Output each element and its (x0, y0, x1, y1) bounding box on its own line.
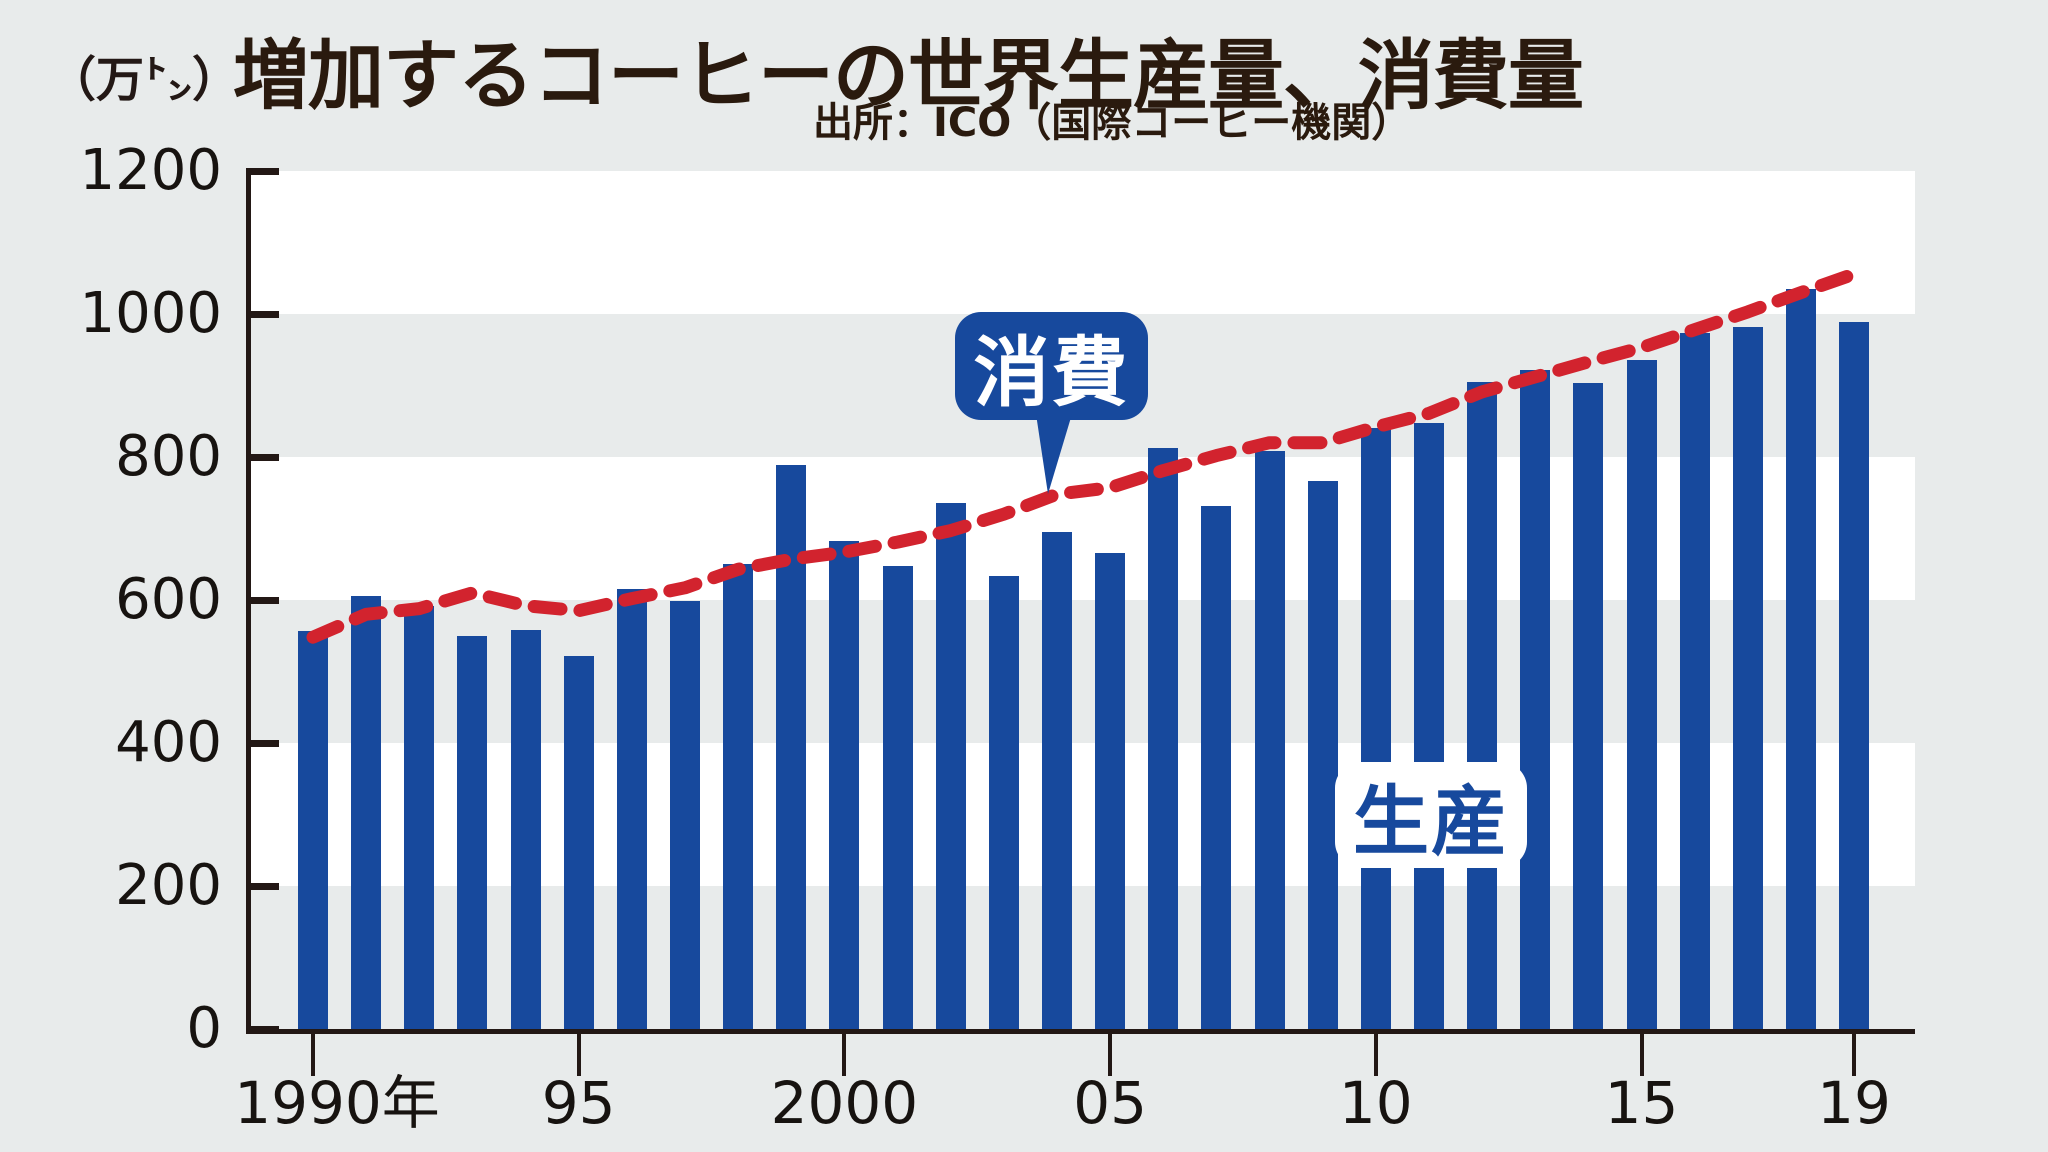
x-tick-label-1990: 1990年 (234, 1069, 440, 1137)
production-bar-2009 (1307, 480, 1338, 1029)
production-bar-2003 (988, 576, 1019, 1029)
production-bar-2019 (1839, 321, 1870, 1029)
y-tick-label-400: 400 (115, 710, 222, 775)
production-bar-1991 (351, 595, 382, 1029)
page-title: 増加するコーヒーの世界生産量、消費量 (233, 31, 1584, 120)
production-bar-2015 (1626, 359, 1657, 1029)
x-tick-label-1995: 95 (541, 1069, 616, 1137)
y-axis-unit-label: （万㌧） (48, 52, 241, 108)
consumption-callout: 消費 (955, 312, 1148, 420)
x-tick-label-2019: 19 (1817, 1069, 1891, 1137)
production-bar-2006 (1148, 448, 1179, 1029)
x-tick-2010 (1373, 1034, 1378, 1076)
x-tick-label-2010: 10 (1338, 1069, 1413, 1137)
x-tick-label-2015: 15 (1604, 1069, 1679, 1137)
production-bar-2018 (1785, 288, 1816, 1029)
x-axis-line (246, 1029, 1915, 1034)
production-bar-1998 (723, 564, 754, 1029)
y-tick-1000 (251, 311, 279, 318)
production-bar-1990 (298, 631, 328, 1029)
y-tick-0 (251, 1026, 279, 1033)
consumption-callout-label: 消費 (973, 328, 1130, 417)
source-note: 出所：ICO（国際コーヒー機関） (813, 100, 1412, 146)
y-tick-label-1000: 1000 (79, 281, 222, 346)
consumption-callout-pointer (1036, 414, 1072, 494)
production-bar-2005 (1095, 552, 1126, 1029)
y-tick-label-800: 800 (115, 424, 222, 489)
x-tick-1990 (311, 1034, 315, 1076)
production-bar-1995 (563, 655, 594, 1029)
production-bar-2012 (1467, 381, 1498, 1029)
x-tick-1995 (576, 1034, 581, 1076)
production-bar-2010 (1360, 428, 1391, 1029)
production-bar-2008 (1254, 450, 1285, 1029)
y-tick-label-1200: 1200 (79, 138, 222, 203)
y-tick-400 (251, 740, 279, 747)
y-tick-600 (251, 597, 279, 604)
production-bar-2004 (1041, 532, 1072, 1029)
x-tick-2000 (842, 1034, 847, 1076)
production-bar-1994 (510, 630, 541, 1029)
production-bar-2013 (1520, 369, 1551, 1029)
y-tick-200 (251, 883, 279, 890)
x-tick-2019 (1852, 1034, 1857, 1076)
production-bar-2017 (1732, 326, 1763, 1029)
production-bar-2001 (882, 566, 913, 1029)
production-callout-label: 生産 (1353, 777, 1509, 866)
y-tick-1200 (251, 168, 279, 175)
production-callout: 生産 (1335, 762, 1527, 868)
production-bar-2007 (1201, 505, 1232, 1029)
y-tick-800 (251, 454, 279, 461)
production-bar-1997 (669, 600, 700, 1029)
plot-band (251, 171, 1915, 314)
x-tick-label-2005: 05 (1073, 1069, 1147, 1137)
production-bar-1996 (616, 588, 647, 1029)
y-tick-label-600: 600 (115, 567, 222, 632)
x-tick-2015 (1639, 1034, 1644, 1076)
production-bar-1993 (457, 635, 488, 1029)
y-tick-label-0: 0 (186, 996, 222, 1061)
production-bar-2002 (935, 502, 966, 1029)
production-bar-2011 (1413, 422, 1444, 1029)
production-bar-2016 (1679, 332, 1710, 1029)
x-tick-label-2000: 2000 (770, 1069, 919, 1137)
production-bar-1992 (404, 605, 435, 1029)
y-tick-label-200: 200 (115, 853, 222, 918)
production-bar-2014 (1573, 383, 1604, 1029)
y-axis-line (246, 168, 251, 1034)
x-tick-2005 (1108, 1034, 1113, 1076)
production-bar-2000 (829, 540, 860, 1029)
